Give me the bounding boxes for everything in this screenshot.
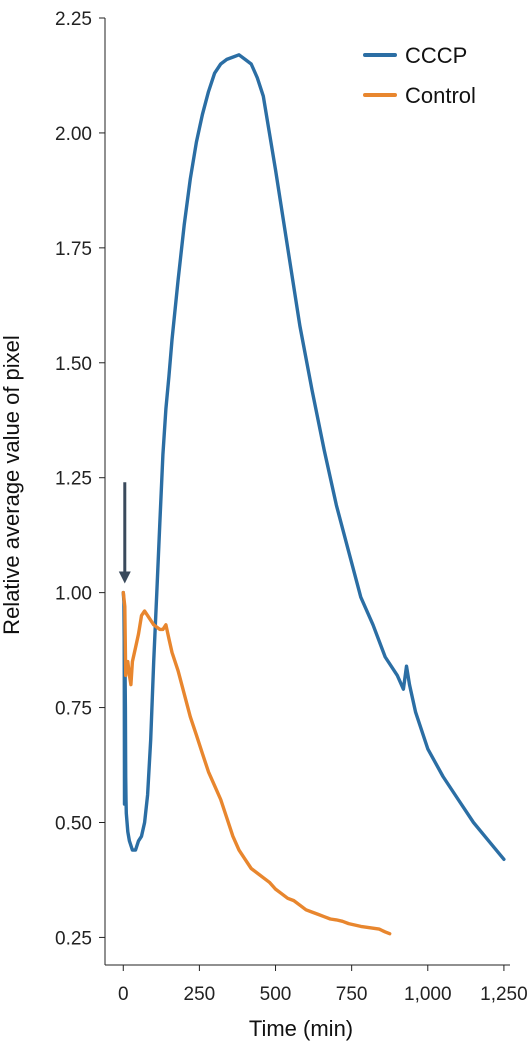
y-axis-label: Relative average value of pixel bbox=[0, 335, 24, 635]
y-tick-label: 1.75 bbox=[55, 239, 92, 260]
y-tick-label: 2.00 bbox=[55, 124, 92, 145]
legend-label-control: Control bbox=[405, 83, 476, 108]
x-tick-label: 1,250 bbox=[480, 984, 528, 1005]
x-tick-label: 500 bbox=[260, 984, 292, 1005]
x-tick-label: 750 bbox=[336, 984, 368, 1005]
y-tick-label: 2.25 bbox=[55, 9, 92, 30]
y-tick-label: 0.50 bbox=[55, 813, 92, 834]
y-tick-label: 0.75 bbox=[55, 699, 92, 720]
axes bbox=[104, 18, 510, 966]
series-line-control bbox=[121, 590, 392, 936]
arrow-head bbox=[118, 571, 131, 584]
legend: CCCP Control bbox=[363, 43, 476, 108]
x-tick-label: 0 bbox=[118, 984, 129, 1005]
ticks: 0.25 0.50 0.75 1.00 1.25 1.50 1.75 2.00 2.25 0 250… bbox=[55, 9, 528, 1005]
series bbox=[121, 53, 506, 936]
x-tick-label: 1,000 bbox=[404, 984, 452, 1005]
x-tick-label: 250 bbox=[184, 984, 216, 1005]
series-line-cccp bbox=[121, 53, 506, 861]
y-tick-label: 1.00 bbox=[55, 584, 92, 605]
y-tick-label: 1.50 bbox=[55, 354, 92, 375]
legend-label-cccp: CCCP bbox=[405, 43, 467, 68]
y-tick-label: 1.25 bbox=[55, 469, 92, 490]
x-axis-label: Time (min) bbox=[249, 1016, 353, 1041]
y-tick-label: 0.25 bbox=[55, 928, 92, 949]
annotations bbox=[118, 482, 131, 584]
